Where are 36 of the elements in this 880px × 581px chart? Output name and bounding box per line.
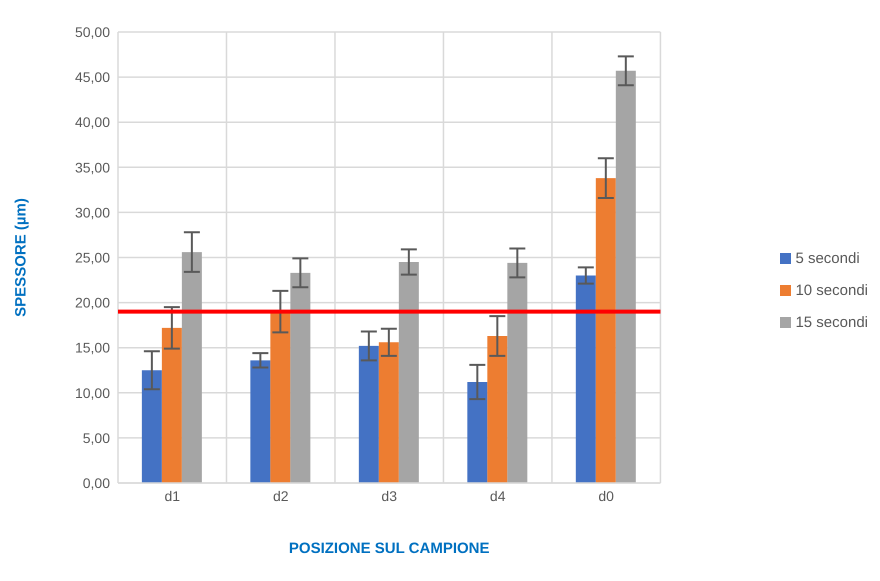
bar xyxy=(487,336,508,483)
bar xyxy=(142,370,162,483)
legend-label: 5 secondi xyxy=(795,250,860,266)
y-tick-label: 20,00 xyxy=(74,294,110,311)
bar xyxy=(250,360,270,483)
bar xyxy=(596,178,616,483)
y-tick-label: 25,00 xyxy=(74,249,110,266)
x-tick-label: d0 xyxy=(598,488,614,504)
x-tick-label: d1 xyxy=(164,488,180,504)
x-tick-label: d4 xyxy=(490,488,506,504)
x-tick-label: d2 xyxy=(272,488,289,504)
legend-label: 10 secondi xyxy=(795,282,868,298)
y-tick-label: 0,00 xyxy=(82,474,110,491)
bar xyxy=(616,70,636,483)
x-tick-label: d3 xyxy=(381,488,398,504)
y-tick-label: 50,00 xyxy=(74,24,110,40)
bar xyxy=(507,262,528,483)
bar xyxy=(270,312,290,483)
y-tick-label: 10,00 xyxy=(74,384,110,401)
bar xyxy=(182,252,202,483)
bar xyxy=(467,382,488,483)
x-axis-title: POSIZIONE SUL CAMPIONE xyxy=(288,540,490,557)
bar xyxy=(398,262,419,483)
bar xyxy=(378,342,399,483)
legend-label: 15 secondi xyxy=(795,314,868,330)
y-tick-label: 45,00 xyxy=(74,69,110,86)
bar xyxy=(162,328,182,483)
bar xyxy=(576,276,596,483)
y-axis-title: SPESSORE (µm) xyxy=(12,198,30,317)
bar xyxy=(358,346,379,483)
y-tick-label: 5,00 xyxy=(82,430,110,446)
y-tick-label: 40,00 xyxy=(74,114,110,130)
y-tick-label: 30,00 xyxy=(74,204,110,220)
bar xyxy=(290,272,310,483)
y-tick-label: 15,00 xyxy=(74,340,110,356)
y-tick-label: 35,00 xyxy=(74,159,110,176)
